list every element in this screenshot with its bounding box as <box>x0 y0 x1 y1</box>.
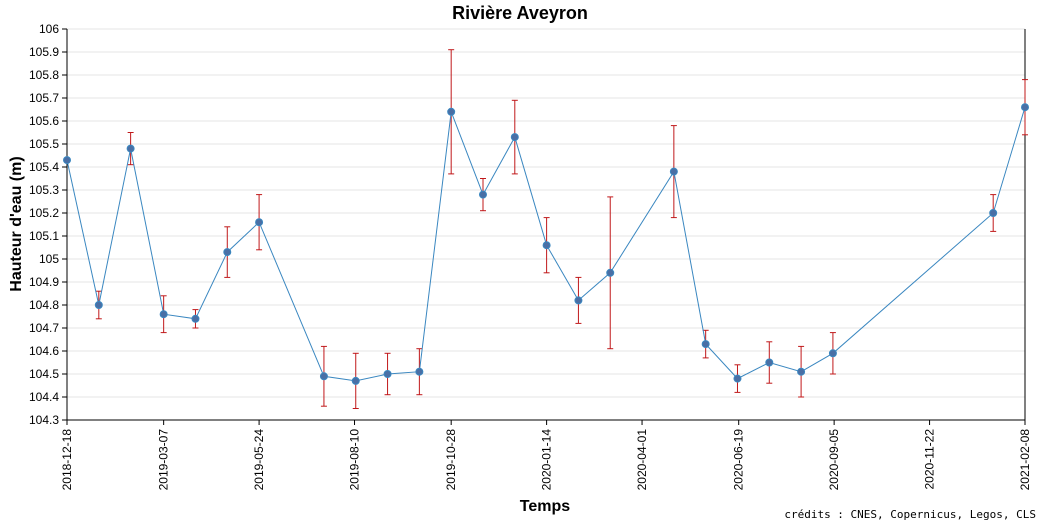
gridlines <box>67 28 1025 421</box>
data-point <box>765 358 774 367</box>
data-point <box>797 367 806 376</box>
y-tick-label: 105.9 <box>29 45 59 59</box>
axes <box>66 29 1026 421</box>
x-tick-label: 2020-06-19 <box>732 429 746 491</box>
y-tick-label: 104.6 <box>29 344 59 358</box>
data-point <box>478 190 487 199</box>
x-tick-label: 2019-08-10 <box>348 429 362 491</box>
data-point <box>1021 103 1029 112</box>
data-point <box>94 301 103 309</box>
y-tick-label: 105.7 <box>29 91 59 105</box>
y-tick-label: 104.4 <box>29 390 59 404</box>
y-tick-label: 106 <box>39 22 59 36</box>
data-point <box>606 268 615 277</box>
x-tick-label: 2019-03-07 <box>157 429 171 491</box>
data-point <box>574 296 583 305</box>
data-point <box>126 144 135 153</box>
error-bars <box>95 49 1028 409</box>
y-tick-label: 104.8 <box>29 298 59 312</box>
data-point <box>510 133 519 142</box>
data-point <box>191 314 200 323</box>
data-point <box>447 107 456 116</box>
data-point <box>415 367 424 376</box>
y-tick-label: 104.7 <box>29 321 59 335</box>
data-point <box>63 156 71 165</box>
y-axis-title: Hauteur d'eau (m) <box>8 156 25 291</box>
x-tick-label: 2020-01-14 <box>540 429 554 491</box>
x-tick-label: 2019-05-24 <box>252 429 266 491</box>
y-tick-label: 104.3 <box>29 413 59 427</box>
data-point <box>319 372 328 381</box>
data-point <box>351 376 360 385</box>
y-tick-label: 105.3 <box>29 183 59 197</box>
x-tick-label: 2021-02-08 <box>1018 429 1032 491</box>
data-point <box>255 218 264 227</box>
x-tick-label: 2020-09-05 <box>827 429 841 491</box>
chart-title: Rivière Aveyron <box>452 3 588 23</box>
data-point <box>669 167 678 176</box>
data-point <box>828 349 837 358</box>
y-tick-label: 105.1 <box>29 229 59 243</box>
y-tick-label: 105 <box>39 252 59 266</box>
data-point <box>383 370 392 378</box>
y-tick-label: 104.9 <box>29 275 59 289</box>
data-points <box>63 103 1029 385</box>
y-tick-label: 105.6 <box>29 114 59 128</box>
y-tick-label: 105.2 <box>29 206 59 220</box>
y-tick-label: 105.4 <box>29 160 59 174</box>
y-tick-label: 105.8 <box>29 68 59 82</box>
y-tick-label: 104.5 <box>29 367 59 381</box>
x-tick-label: 2019-10-28 <box>444 429 458 491</box>
x-tick-label: 2018-12-18 <box>60 429 74 491</box>
x-tick-label: 2020-04-01 <box>635 429 649 491</box>
data-point <box>159 310 168 319</box>
data-point <box>542 241 551 250</box>
y-tick-label: 105.5 <box>29 137 59 151</box>
y-axis-ticks: 104.3 104.4 104.5 104.6 104.7 104.8 104.9 105 10… <box>29 22 67 427</box>
x-tick-label: 2020-11-22 <box>923 429 937 490</box>
credits-text: crédits : CNES, Copernicus, Legos, CLS <box>784 508 1036 520</box>
data-point <box>733 374 742 383</box>
data-point <box>223 248 232 257</box>
x-axis-title: Temps <box>520 498 570 515</box>
x-axis-ticks: 2018-12-18 2019-03-07 2019-05-24 2019-08-10… <box>60 420 1032 490</box>
data-point <box>989 209 998 217</box>
data-point <box>701 340 710 349</box>
